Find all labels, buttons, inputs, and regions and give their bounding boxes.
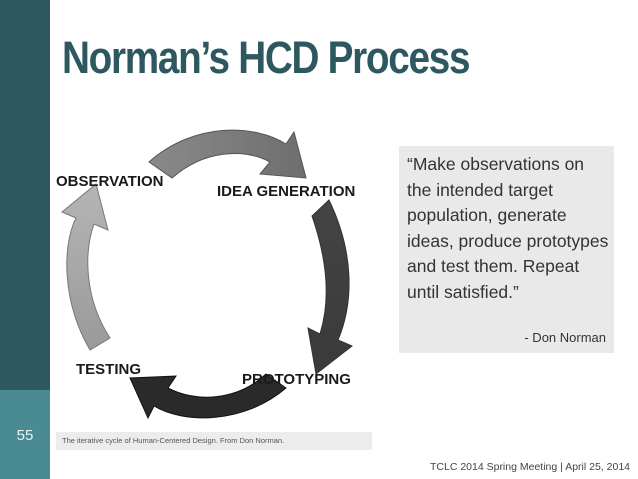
arrow-observation-to-idea bbox=[148, 129, 307, 179]
quote-box: “Make observations on the intended targe… bbox=[399, 146, 614, 353]
stage-prototyping: PROTOTYPING bbox=[242, 371, 351, 388]
slide-footer: TCLC 2014 Spring Meeting | April 25, 201… bbox=[429, 461, 630, 473]
stage-idea-generation: IDEA GENERATION bbox=[217, 183, 355, 200]
slide-number-panel bbox=[0, 390, 50, 479]
hcd-cycle-diagram: OBSERVATION IDEA GENERATION PROTOTYPING … bbox=[54, 112, 384, 432]
diagram-caption: The iterative cycle of Human-Centered De… bbox=[62, 436, 285, 445]
arrow-prototyping-to-testing bbox=[129, 373, 287, 420]
hcd-cycle-svg: OBSERVATION IDEA GENERATION PROTOTYPING … bbox=[56, 129, 355, 420]
quote-text: “Make observations on the intended targe… bbox=[407, 154, 609, 302]
quote-attribution: - Don Norman bbox=[524, 330, 606, 345]
arrow-idea-to-prototyping bbox=[307, 199, 353, 375]
slide-number: 55 bbox=[16, 427, 34, 444]
stage-testing: TESTING bbox=[76, 361, 141, 378]
arrow-testing-to-observation bbox=[61, 183, 111, 351]
stage-observation: OBSERVATION bbox=[56, 173, 164, 190]
slide-title: Norman’s HCD Process bbox=[62, 32, 471, 83]
diagram-caption-box: The iterative cycle of Human-Centered De… bbox=[56, 432, 372, 450]
